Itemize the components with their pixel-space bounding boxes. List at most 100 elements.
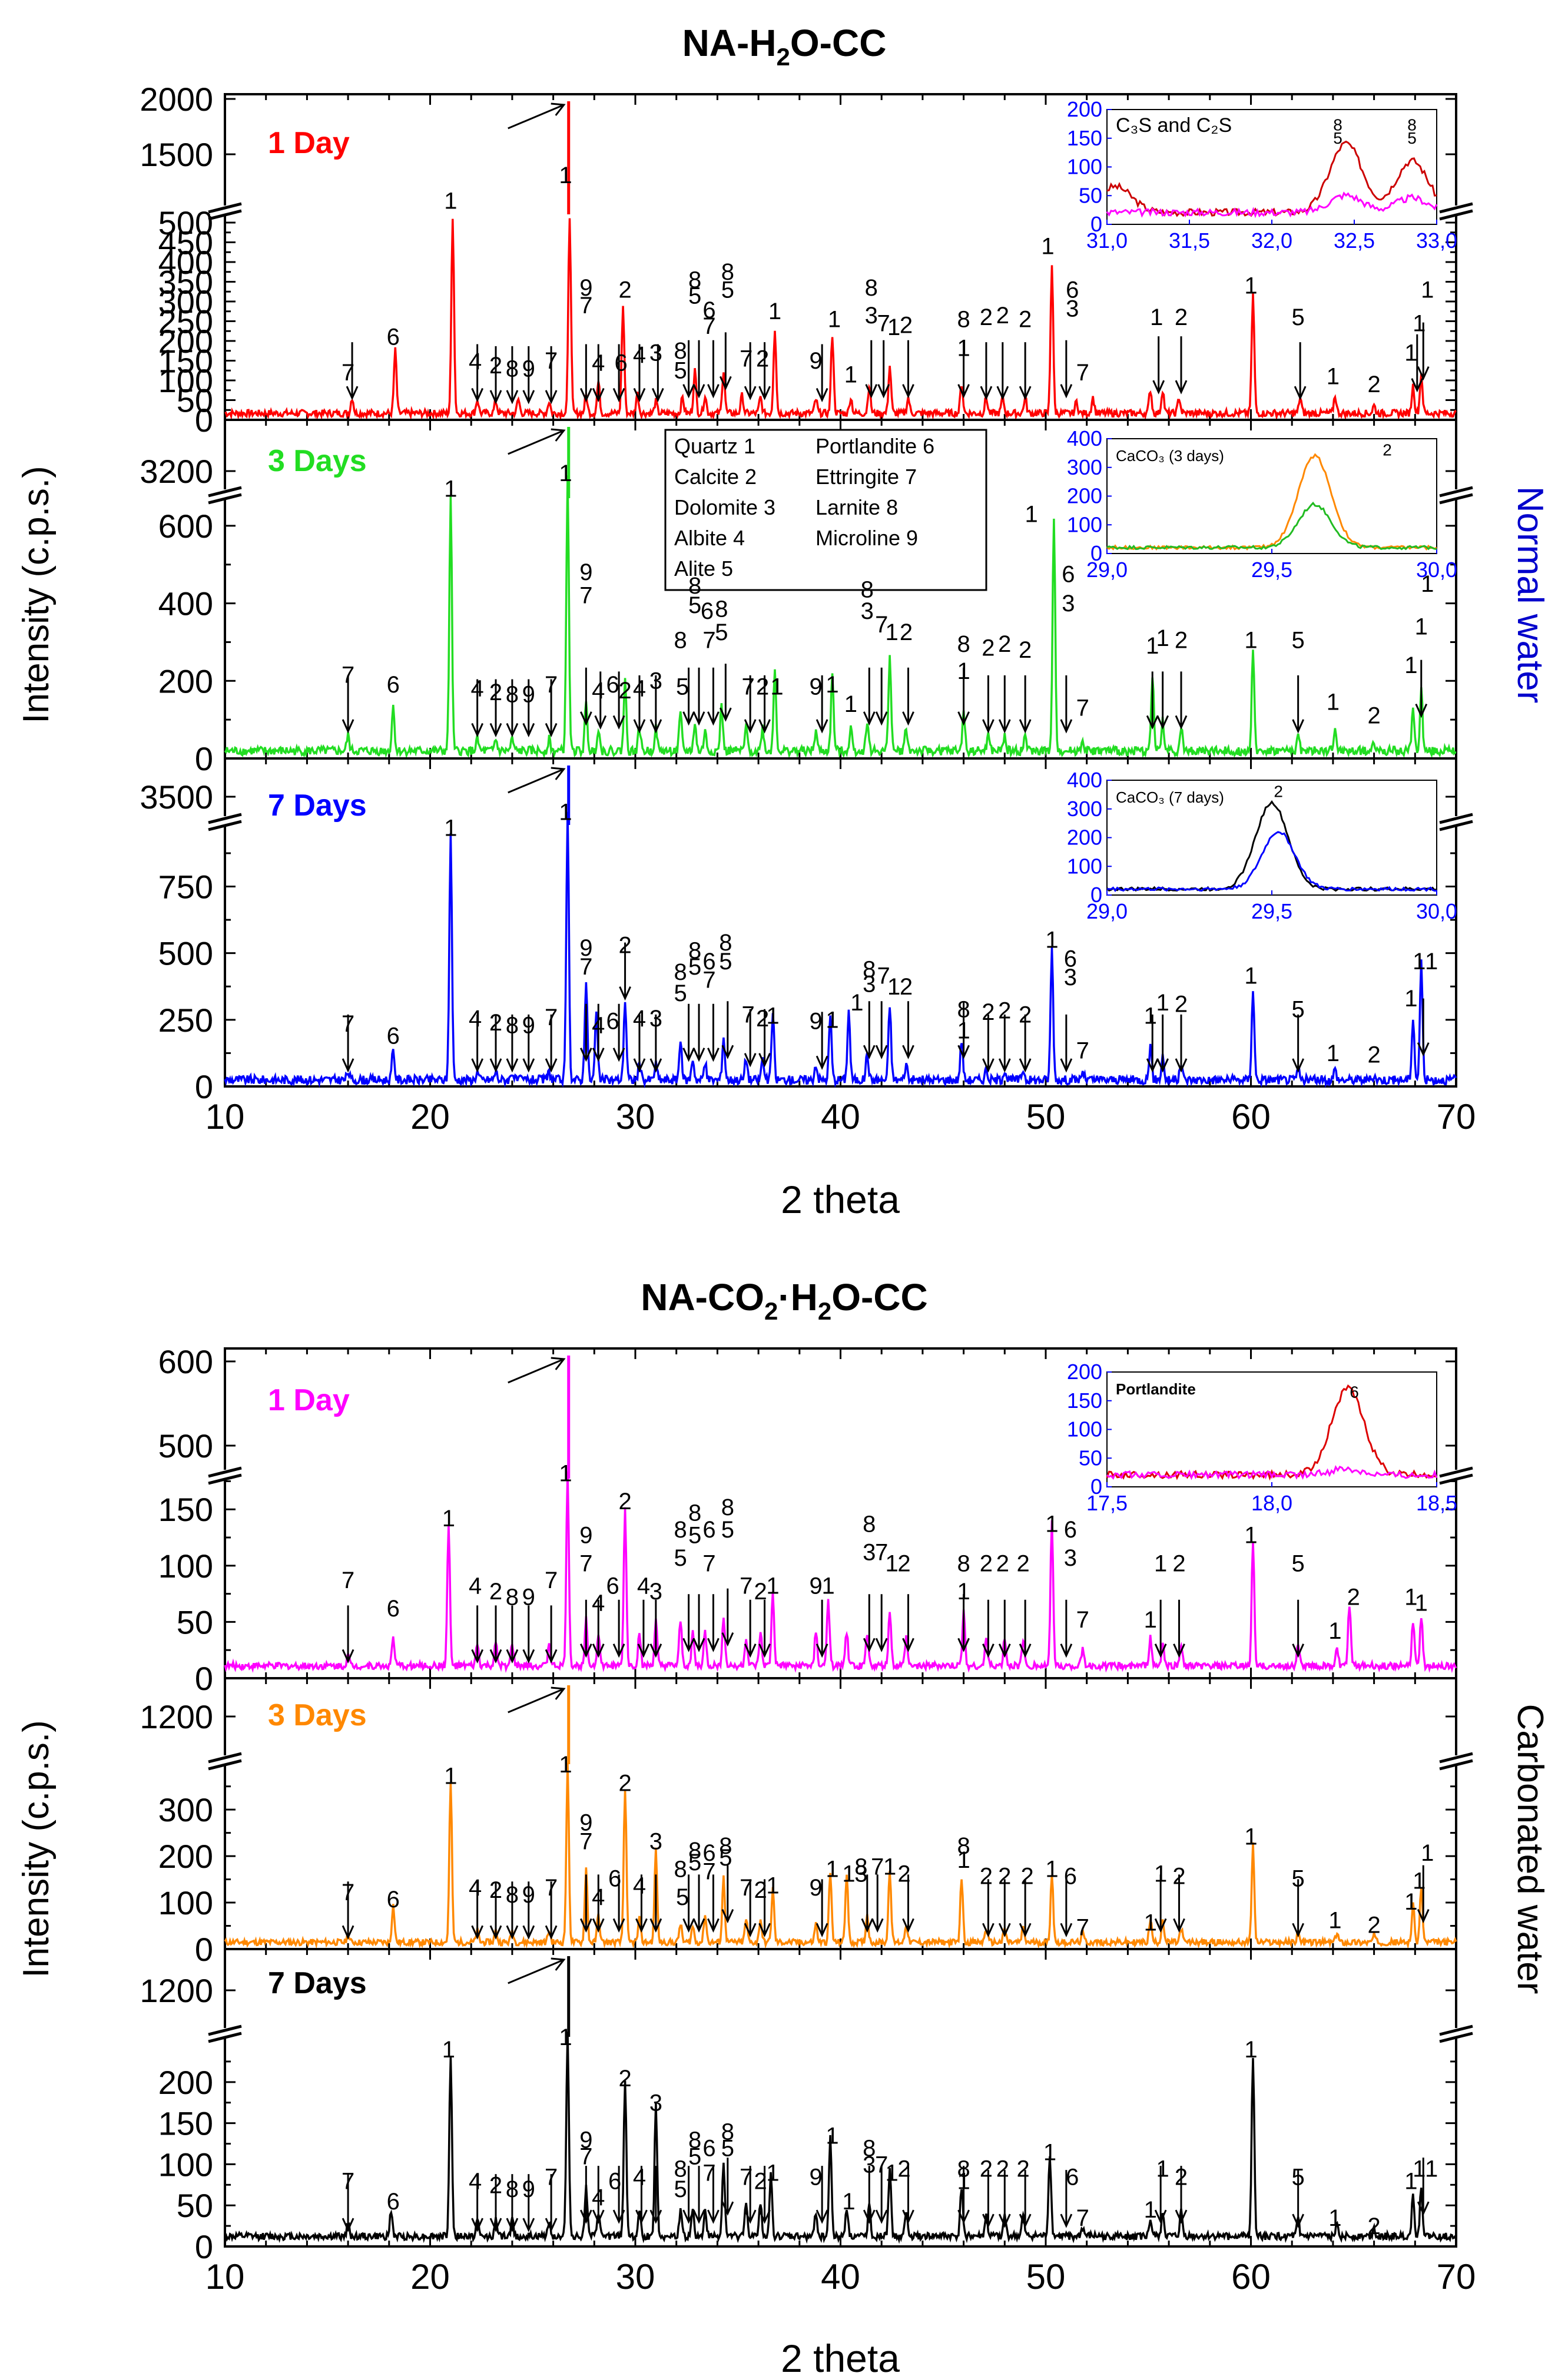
inset-x-tick: 32,0 [1251,228,1292,253]
peak-label: 7 [1076,1038,1089,1063]
inset-title: Portlandite [1116,1380,1196,1398]
peak-arrow [471,2174,484,2232]
peak-label: 3 [1062,591,1075,617]
peak-arrow [471,344,484,403]
peak-label: 7 [702,967,715,993]
peak-label: 2 [618,1489,631,1515]
peak-label: 2 [980,2156,993,2182]
peak-arrow [816,1012,828,1070]
peak-label: 1 [766,1003,779,1029]
peak-arrow [649,1874,662,1933]
peak-label: 5 [688,592,701,618]
peak-arrow [649,1014,662,1073]
peak-label: 6 [387,324,400,350]
peak-arrow [637,1599,650,1658]
peak-label: 1 [1425,949,1438,975]
peak-label: 3 [863,1539,876,1565]
y-tick-label: 0 [195,1068,213,1105]
y-tick-label: 750 [158,869,213,906]
inset-series-line2 [1106,1464,1438,1480]
peak-label: 7 [742,1002,755,1028]
peak-arrow [342,1014,354,1073]
peak-arrow [1175,1014,1188,1073]
peak-label: 1 [1244,1523,1257,1549]
peak-label: 1 [559,2024,572,2050]
peak-arrow [489,1881,502,1940]
panel-na_1day: 0501001502002503003504004505001500200076… [140,81,1473,439]
peak-label: 8 [721,259,734,285]
y-tick-label: 100 [158,1884,213,1921]
y-tick-label: 150 [158,343,213,380]
peak-arrow [1019,1599,1032,1658]
peak-label: 8 [957,631,970,657]
y-tick-label: 200 [158,662,213,700]
peak-arrow [619,942,631,1001]
peak-arrow [1019,2170,1032,2228]
peak-arrow [506,679,519,738]
peak-label: 1 [1327,690,1340,715]
peak-label: 2 [1019,637,1032,663]
peak-arrow [692,1874,705,1933]
peak-label: 2 [996,2156,1009,2182]
peak-arrow [902,1594,914,1652]
inset-x-tick: 29,0 [1086,899,1128,923]
peak-arrow [545,1881,558,1940]
legend-entry: Portlandite 6 [816,434,934,458]
peak-arrow [682,2166,695,2224]
peak-label: 8 [957,1833,970,1859]
peak-arrow [692,667,705,726]
peak-label: 6 [1066,2164,1079,2190]
peak-arrow [682,340,695,399]
x-tick-label: 10 [205,2257,245,2297]
peak-label: 1 [1045,927,1058,953]
phase-legend: Quartz 1 Calcite 2 Dolomite 3 Albite 4 Alite… [664,429,987,591]
peak-label: 2 [1021,1863,1034,1889]
inset-series-line2 [1106,501,1437,551]
peak-arrow [744,2166,757,2224]
peak-label: 3 [649,1828,662,1854]
peak-label: 7 [702,627,715,653]
peak-arrow [545,1014,558,1073]
peak-label: 5 [1292,996,1305,1022]
x-tick-label: 70 [1437,2257,1476,2297]
peak-arrow [721,2158,734,2216]
peak-arrow [998,2170,1011,2228]
peak-label: 2 [489,1579,502,1605]
y-tick-label-upper: 3500 [140,778,213,816]
y-tick-label: 0 [195,402,213,439]
peak-arrow [875,1001,888,1059]
peak-label: 7 [702,313,715,339]
peak-label: 4 [633,2164,646,2190]
y-tick-label: 150 [158,1491,213,1528]
legend-entry: Dolomite 3 [674,495,775,519]
peak-label: 9 [579,935,592,961]
main-peak-pointer [508,1357,566,1384]
peak-arrow [1146,671,1159,730]
bottom-y-axis-label: Intensity (c.p.s.) [16,1720,57,1978]
peak-arrow [758,1599,771,1658]
peak-label: 7 [1076,1607,1089,1633]
y-tick-label: 0 [195,2228,213,2265]
peak-arrow [721,1588,734,1647]
peak-arrow [471,679,484,738]
main-peak-pointer [508,428,566,455]
peak-label: 1 [1156,625,1169,651]
peak-label: 7 [877,310,890,336]
peak-label: 8 [957,307,970,333]
peak-label: 2 [998,1863,1011,1889]
peak-label: 1 [559,799,572,825]
peak-arrow [342,1605,354,1663]
peak-label: 8 [506,1585,519,1610]
inset-peak-label: 5 [1407,129,1417,147]
panel-co2_7days: 0501001502001200761428971974624385856785… [140,1948,1476,2297]
y-tick-label: 0 [195,740,213,777]
peak-arrow [957,1594,970,1652]
y-tick-label: 0 [195,1931,213,1968]
peak-arrow [506,1014,519,1073]
peak-label: 9 [810,1009,823,1035]
peak-label: 5 [721,277,734,303]
peak-label: 1 [1421,571,1434,597]
y-tick-label: 200 [158,323,213,360]
peak-arrow [612,1599,625,1658]
y-tick-label: 450 [158,224,213,261]
